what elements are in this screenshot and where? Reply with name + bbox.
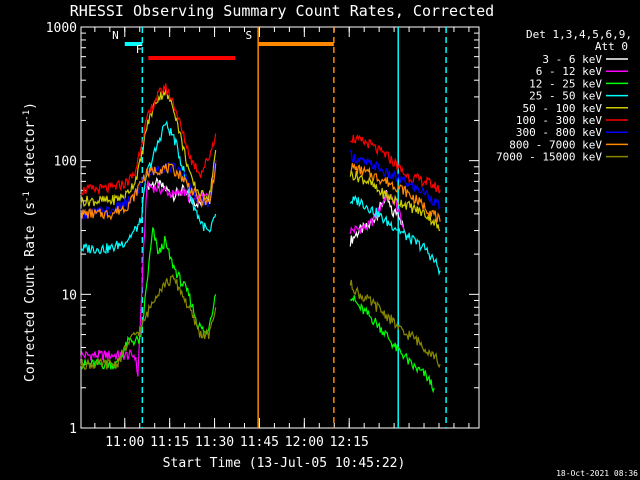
x-tick-label: 11:30 bbox=[195, 435, 234, 450]
series-line-8-a bbox=[80, 274, 217, 371]
series-line-8-b bbox=[349, 279, 441, 369]
x-tick-label: 11:45 bbox=[240, 435, 279, 450]
legend-label: 300 - 800 keV bbox=[516, 126, 602, 139]
series-line-5-b bbox=[349, 133, 441, 194]
series-line-3-b bbox=[349, 194, 441, 276]
x-tick-label: 11:00 bbox=[105, 435, 144, 450]
legend-label: 3 - 6 keV bbox=[542, 53, 602, 66]
y-tick-labels: 1 10 100 1000 bbox=[46, 21, 77, 437]
y-tick-label: 100 bbox=[54, 155, 77, 170]
flag-label-s: S bbox=[246, 29, 253, 42]
legend-label: 50 - 100 keV bbox=[523, 102, 603, 115]
legend-label: 25 - 50 keV bbox=[529, 90, 602, 103]
y-tick-label: 10 bbox=[61, 288, 77, 303]
flag-label-n: N bbox=[112, 29, 119, 42]
series-line-2-b bbox=[349, 295, 435, 394]
legend-label: 100 - 300 keV bbox=[516, 114, 602, 127]
y-tick-label: 1000 bbox=[46, 21, 77, 36]
x-tick-label: 11:15 bbox=[150, 435, 189, 450]
legend-label: 7000 - 15000 keV bbox=[496, 151, 602, 164]
series-line-3-a bbox=[80, 120, 217, 255]
series-lines bbox=[80, 83, 441, 394]
flag-bars: N S F bbox=[112, 29, 334, 60]
series-line-7-a bbox=[80, 162, 217, 221]
series-line-2-a bbox=[80, 227, 217, 370]
x-axis-label: Start Time (13-Jul-05 10:45:22) bbox=[163, 456, 406, 471]
series-line-6-b bbox=[349, 149, 441, 210]
footer-timestamp: 18-Oct-2021 08:36 bbox=[556, 469, 638, 478]
y-axis-label: Corrected Count Rate (s-1 detector-1) bbox=[22, 102, 38, 382]
x-tick-label: 12:00 bbox=[285, 435, 324, 450]
flag-label-f: F bbox=[136, 43, 143, 56]
legend-header: Det 1,3,4,5,6,9, bbox=[526, 28, 632, 41]
series-line-7-b bbox=[350, 163, 441, 223]
legend-label: 800 - 7000 keV bbox=[509, 138, 602, 151]
series-line-5-a bbox=[80, 83, 217, 196]
chart-title: RHESSI Observing Summary Count Rates, Co… bbox=[70, 2, 494, 20]
y-tick-label: 1 bbox=[69, 422, 77, 437]
legend-label: 12 - 25 keV bbox=[529, 77, 602, 90]
attenuator-lines bbox=[141, 27, 447, 428]
x-tick-label: 12:15 bbox=[330, 435, 369, 450]
x-tick-labels: 11:00 11:15 11:30 11:45 12:00 12:15 bbox=[105, 435, 369, 450]
series-line-4-b bbox=[349, 170, 441, 232]
series-line-6-a bbox=[80, 160, 217, 220]
plot-frame bbox=[80, 26, 480, 429]
plot-axes bbox=[80, 26, 480, 429]
series-line-4-a bbox=[80, 88, 217, 207]
legend-label: 6 - 12 keV bbox=[536, 65, 603, 78]
legend-attenuator: Att 0 bbox=[595, 40, 628, 53]
